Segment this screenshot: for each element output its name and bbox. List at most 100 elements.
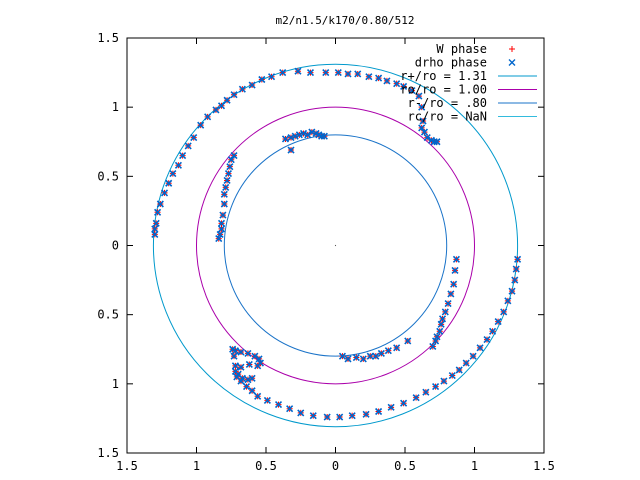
drho-phase-point xyxy=(263,396,271,404)
x-tick-label: 0 xyxy=(332,459,339,473)
drho-phase-point xyxy=(508,287,516,295)
drho-phase-point xyxy=(152,219,160,227)
drho-phase-point xyxy=(217,219,226,227)
drho-phase-point xyxy=(258,75,266,84)
radius-circle xyxy=(196,106,475,385)
drho-phase-point xyxy=(295,131,303,139)
x-tick-label: 1 xyxy=(193,459,200,473)
drho-phase-point xyxy=(224,170,233,178)
drho-phase-point xyxy=(476,344,484,352)
drho-phase-point xyxy=(274,401,283,409)
drho-phase-point xyxy=(233,373,241,381)
drho-phase-point xyxy=(362,410,370,418)
drho-phase-point xyxy=(279,69,287,77)
drho-phase-point xyxy=(215,235,223,243)
drho-phase-point xyxy=(511,276,519,284)
drho-phase-point xyxy=(489,327,497,335)
drho-phase-point xyxy=(238,85,246,93)
drho-phase-point xyxy=(318,132,326,140)
drho-phase-point xyxy=(219,211,227,219)
drho-phase-point xyxy=(348,412,356,420)
drho-phase-point xyxy=(174,161,182,169)
drho-phase-point xyxy=(169,170,177,178)
drho-phase-point xyxy=(223,96,231,104)
drho-phase-point xyxy=(222,183,230,191)
drho-phase-point xyxy=(190,134,198,142)
drho-phase-point xyxy=(352,353,360,362)
axis-ticks: 1.5 1 0.5 0 0.5 1 1.51.510.500.511.5 xyxy=(97,31,555,473)
drho-phase-point xyxy=(179,152,187,160)
drho-phase-point xyxy=(238,374,246,382)
y-tick-label: 0 xyxy=(112,239,119,253)
drho-phase-point xyxy=(448,371,456,380)
drho-phase-point xyxy=(308,128,316,136)
drho-phase-point xyxy=(344,355,352,363)
drho-phase-point xyxy=(365,73,373,81)
drho-phase-point xyxy=(422,388,430,396)
legend-label: W phase xyxy=(436,42,487,56)
drho-phase-point xyxy=(359,355,367,363)
drho-phase-point xyxy=(242,383,251,391)
drho-phase-point xyxy=(217,225,226,233)
legend-plus-marker xyxy=(509,46,515,52)
drho-phase-point xyxy=(244,376,252,384)
drho-phase-point xyxy=(323,413,331,421)
drho-phase-point xyxy=(433,333,441,341)
x-tick-label: 0.5 xyxy=(255,459,277,473)
drho-phase-point xyxy=(217,102,226,110)
drho-phase-point xyxy=(451,266,459,274)
drho-phase-point xyxy=(151,230,159,238)
x-tick-label: 1 xyxy=(471,459,478,473)
drho-phase-point xyxy=(400,82,408,90)
drho-phase-point xyxy=(344,70,352,78)
x-tick-label: 1.5 xyxy=(116,459,138,473)
drho-phase-point xyxy=(320,132,328,140)
drho-phase-point xyxy=(420,128,429,136)
drho-phase-point xyxy=(393,80,401,88)
drho-phase-point xyxy=(500,308,508,316)
drho-phase-point xyxy=(230,91,238,99)
drho-phase-point xyxy=(423,134,431,142)
drho-phase-point xyxy=(245,360,253,369)
drho-phase-point xyxy=(433,138,441,146)
drho-phase-point xyxy=(297,409,305,417)
drho-phase-point xyxy=(294,67,302,75)
drho-phase-point xyxy=(231,362,239,370)
y-tick-label: 0.5 xyxy=(97,169,119,183)
drho-phase-point xyxy=(437,320,445,328)
drho-phase-point xyxy=(483,336,491,344)
y-tick-label: 1 xyxy=(112,377,119,391)
drho-phase-point xyxy=(494,318,502,326)
x-tick-label: 1.5 xyxy=(533,459,555,473)
legend-label: ro/ro = 1.00 xyxy=(400,83,487,97)
drho-phase-point xyxy=(220,200,228,208)
drho-phase-point xyxy=(444,300,452,308)
drho-phase-point xyxy=(412,394,420,402)
drho-phase-point xyxy=(452,255,460,263)
drho-phase-point xyxy=(322,69,330,77)
drho-phase-point xyxy=(447,290,455,298)
y-tick-label: 1.5 xyxy=(97,446,119,460)
drho-phase-point xyxy=(387,403,395,411)
drho-phase-point xyxy=(436,327,444,335)
drho-phase-point xyxy=(220,190,228,198)
drho-phase-point xyxy=(227,156,235,164)
drho-phase-point xyxy=(404,337,412,345)
drho-phase-point xyxy=(383,77,391,85)
drho-phase-point xyxy=(212,106,220,114)
data-points xyxy=(151,67,522,421)
drho-phase-point xyxy=(418,103,426,111)
drho-phase-point xyxy=(151,225,159,233)
drho-phase-point xyxy=(372,352,380,360)
drho-phase-point xyxy=(430,138,438,146)
radius-circle xyxy=(223,134,448,357)
legend-x-marker xyxy=(508,59,516,66)
y-tick-label: 0.5 xyxy=(97,308,119,322)
y-tick-label: 1 xyxy=(112,100,119,114)
drho-phase-point xyxy=(419,117,427,125)
drho-phase-point xyxy=(223,176,231,185)
radius-circles xyxy=(152,63,519,428)
legend-label: r-/ro = .80 xyxy=(408,96,487,110)
drho-phase-point xyxy=(384,347,392,355)
legend-label: rc/ro = NaN xyxy=(408,110,487,124)
